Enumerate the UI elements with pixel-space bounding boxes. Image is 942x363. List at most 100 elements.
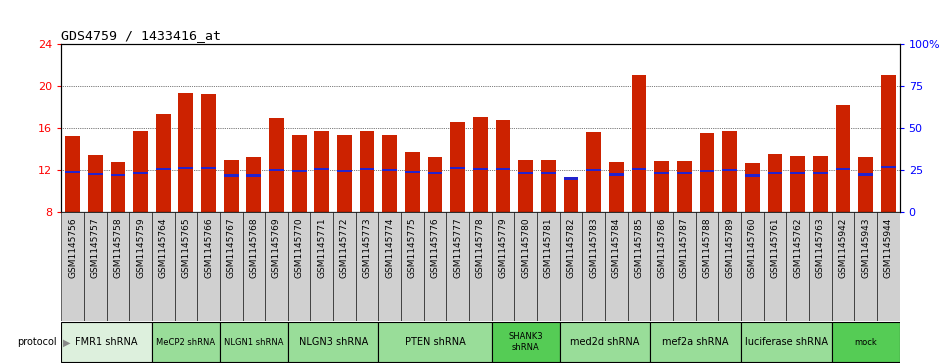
Bar [632, 75, 646, 212]
Bar [677, 161, 691, 212]
Text: GSM1145760: GSM1145760 [748, 218, 756, 278]
Bar [382, 135, 398, 212]
Bar [133, 131, 148, 212]
Text: GSM1145780: GSM1145780 [521, 218, 530, 278]
Bar [129, 212, 152, 321]
Text: GSM1145771: GSM1145771 [317, 218, 326, 278]
Bar [858, 173, 873, 176]
Bar [492, 322, 560, 362]
Text: GSM1145764: GSM1145764 [158, 218, 168, 278]
Bar [764, 212, 787, 321]
Text: GSM1145774: GSM1145774 [385, 218, 395, 278]
Text: med2d shRNA: med2d shRNA [570, 337, 640, 347]
Bar [609, 162, 624, 212]
Bar [768, 154, 783, 212]
Text: GSM1145758: GSM1145758 [113, 218, 122, 278]
Bar [696, 212, 719, 321]
Bar [110, 162, 125, 212]
Text: FMR1 shRNA: FMR1 shRNA [75, 337, 138, 347]
Bar [174, 212, 197, 321]
Bar [541, 172, 556, 175]
Bar [836, 168, 851, 170]
Bar [315, 168, 329, 170]
Bar [84, 212, 106, 321]
Bar [447, 212, 469, 321]
Text: GSM1145789: GSM1145789 [725, 218, 734, 278]
Bar [292, 170, 306, 172]
Bar [586, 169, 601, 171]
Bar [65, 171, 80, 173]
Text: GSM1145782: GSM1145782 [566, 218, 576, 278]
Text: GSM1145761: GSM1145761 [771, 218, 779, 278]
Bar [881, 75, 896, 212]
Bar [405, 152, 420, 212]
Text: GSM1145773: GSM1145773 [363, 218, 372, 278]
Text: GSM1145787: GSM1145787 [680, 218, 689, 278]
Bar [311, 212, 333, 321]
Text: NLGN3 shRNA: NLGN3 shRNA [299, 337, 367, 347]
Text: MeCP2 shRNA: MeCP2 shRNA [156, 338, 216, 347]
Bar [401, 212, 424, 321]
Bar [650, 322, 741, 362]
Text: GSM1145767: GSM1145767 [227, 218, 236, 278]
Bar [537, 212, 560, 321]
Bar [813, 156, 828, 212]
Bar [495, 119, 511, 212]
Bar [379, 322, 492, 362]
Text: GSM1145943: GSM1145943 [861, 218, 870, 278]
Bar [242, 212, 265, 321]
Bar [219, 212, 242, 321]
Bar [650, 212, 673, 321]
Text: GSM1145766: GSM1145766 [204, 218, 213, 278]
Bar [379, 212, 401, 321]
Bar [741, 322, 832, 362]
Bar [197, 212, 219, 321]
Text: GSM1145784: GSM1145784 [612, 218, 621, 278]
Text: NLGN1 shRNA: NLGN1 shRNA [224, 338, 284, 347]
Bar [269, 118, 284, 212]
Text: GSM1145769: GSM1145769 [272, 218, 281, 278]
Text: GDS4759 / 1433416_at: GDS4759 / 1433416_at [61, 29, 221, 42]
Text: GSM1145770: GSM1145770 [295, 218, 303, 278]
Bar [337, 135, 351, 212]
Text: GSM1145759: GSM1145759 [136, 218, 145, 278]
Bar [560, 322, 650, 362]
Bar [741, 212, 764, 321]
Bar [424, 212, 447, 321]
Text: mef2a shRNA: mef2a shRNA [662, 337, 729, 347]
Bar [428, 158, 443, 212]
Text: GSM1145777: GSM1145777 [453, 218, 463, 278]
Text: GSM1145778: GSM1145778 [476, 218, 485, 278]
Bar [609, 173, 624, 176]
Bar [155, 114, 171, 212]
Bar [469, 212, 492, 321]
Bar [61, 322, 152, 362]
Bar [61, 212, 84, 321]
Bar [269, 169, 284, 171]
Bar [605, 212, 627, 321]
Bar [405, 171, 420, 174]
Text: ▶: ▶ [63, 337, 71, 347]
Bar [586, 132, 601, 212]
Bar [155, 168, 171, 170]
Bar [247, 158, 261, 212]
Bar [813, 172, 828, 175]
Bar [428, 172, 443, 175]
Bar [247, 174, 261, 176]
Bar [832, 212, 854, 321]
Bar [265, 212, 288, 321]
Bar [333, 212, 356, 321]
Bar [723, 131, 737, 212]
Bar [492, 212, 514, 321]
Bar [563, 178, 578, 212]
Text: GSM1145763: GSM1145763 [816, 218, 825, 278]
Text: GSM1145756: GSM1145756 [68, 218, 77, 278]
Bar [178, 167, 193, 169]
Bar [700, 170, 714, 172]
Bar [202, 94, 216, 212]
Text: GSM1145779: GSM1145779 [498, 218, 508, 278]
Text: GSM1145786: GSM1145786 [658, 218, 666, 278]
Bar [514, 212, 537, 321]
Bar [518, 160, 533, 212]
Bar [877, 212, 900, 321]
